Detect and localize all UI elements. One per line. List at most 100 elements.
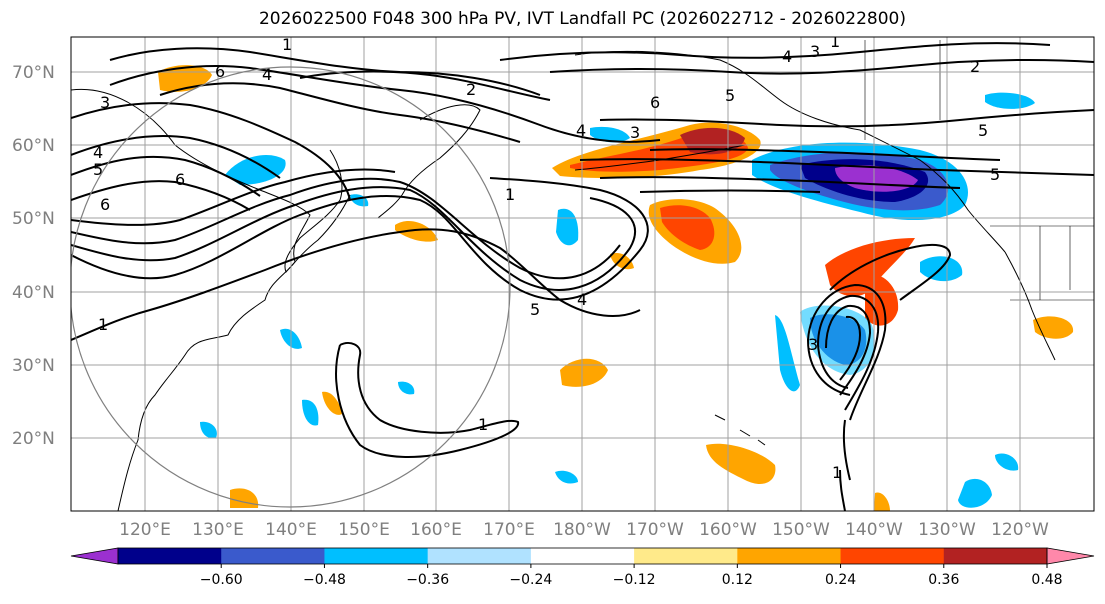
contour-label: 1 bbox=[98, 315, 108, 334]
contour-label: 5 bbox=[990, 165, 1000, 184]
lon-label: 120°W bbox=[991, 520, 1049, 540]
lon-label: 120°E bbox=[119, 520, 171, 540]
contour-label: 4 bbox=[782, 47, 792, 66]
colorbar-segment bbox=[118, 548, 222, 564]
colorbar-ticks: −0.60 −0.48 −0.36 −0.24 −0.12 0.12 0.24 0.36 0.4… bbox=[200, 564, 1063, 588]
contour-label: 6 bbox=[650, 93, 660, 112]
colorbar-tick-label: 0.36 bbox=[928, 572, 959, 588]
lat-label-50n: 50°N bbox=[12, 209, 55, 229]
asia-coast bbox=[71, 88, 311, 511]
lon-label: 130°E bbox=[192, 520, 244, 540]
kuril-islands bbox=[377, 194, 403, 219]
contour-label: 2 bbox=[466, 80, 476, 99]
contour-label: 3 bbox=[808, 335, 818, 354]
colorbar-tick-label: 0.48 bbox=[1031, 572, 1062, 588]
contour-label: 5 bbox=[978, 121, 988, 140]
lat-label-60n: 60°N bbox=[12, 136, 55, 156]
contour-label: 4 bbox=[93, 143, 103, 162]
contour-label: 6 bbox=[215, 62, 225, 81]
anomaly-neg-small-8 bbox=[958, 478, 992, 508]
anomaly-pos-far-east bbox=[1033, 316, 1074, 339]
map-area: 1 2 3 4 5 6 6 4 3 2 1 5 4 5 6 4 3 1 5 4 … bbox=[71, 32, 1094, 511]
colorbar-segment bbox=[427, 548, 532, 564]
contour-label: 5 bbox=[530, 300, 540, 319]
anomaly-neg-west bbox=[225, 155, 286, 185]
colorbar-segment bbox=[737, 548, 842, 564]
anomaly-neg-small-11 bbox=[398, 381, 415, 395]
state-lines bbox=[1010, 226, 1094, 301]
latitude-labels: 70°N 60°N 50°N 40°N 30°N 20°N bbox=[12, 63, 55, 449]
colorbar-extend-right bbox=[1046, 547, 1095, 565]
contour-label: 1 bbox=[830, 32, 840, 51]
contour-label: 1 bbox=[505, 185, 515, 204]
anomaly-neg-small-7 bbox=[995, 453, 1019, 471]
contour-label: 1 bbox=[832, 463, 842, 482]
colorbar-tick-label: 0.12 bbox=[722, 572, 753, 588]
anomaly-pos-small-1 bbox=[395, 220, 438, 242]
map-title: 2026022500 F048 300 hPa PV, IVT Landfall… bbox=[258, 9, 906, 29]
lat-label-20n: 20°N bbox=[12, 429, 55, 449]
colorbar-tick-label: −0.60 bbox=[200, 572, 243, 588]
colorbar: −0.60 −0.48 −0.36 −0.24 −0.12 0.12 0.24 0.36 0.4… bbox=[70, 547, 1095, 588]
anomaly-neg-small-5 bbox=[302, 399, 319, 426]
lon-label: 150°W bbox=[772, 520, 830, 540]
anomaly-neg-small-3 bbox=[985, 92, 1035, 109]
anomaly-neg-small-1 bbox=[556, 208, 579, 246]
lon-label: 130°W bbox=[918, 520, 976, 540]
lon-label: 180°W bbox=[553, 520, 611, 540]
ivt-contours bbox=[71, 42, 1094, 511]
lat-label-70n: 70°N bbox=[12, 63, 55, 83]
colorbar-segment bbox=[530, 548, 635, 564]
kamchatka bbox=[401, 104, 481, 196]
contour-label: 4 bbox=[576, 121, 586, 140]
colorbar-tick-label: −0.36 bbox=[406, 572, 449, 588]
anomaly-pos-small-4 bbox=[230, 488, 259, 508]
anomaly-pos-south bbox=[706, 443, 776, 485]
anomaly-neg-small-2 bbox=[590, 126, 630, 143]
map-frame bbox=[70, 36, 1095, 512]
contour-label: 4 bbox=[577, 290, 587, 309]
colorbar-segment bbox=[324, 548, 429, 564]
anomaly-pos-central-core bbox=[660, 205, 715, 250]
anomaly-pos-mid bbox=[560, 358, 608, 387]
japan bbox=[284, 149, 351, 273]
gridlines bbox=[71, 37, 1094, 511]
lon-label: 170°W bbox=[626, 520, 684, 540]
contour-label: 6 bbox=[175, 170, 185, 189]
longitude-labels: 120°E 130°E 140°E 150°E 160°E 170°E 180°… bbox=[119, 520, 1049, 540]
colorbar-tick-label: −0.12 bbox=[613, 572, 656, 588]
contour-label: 6 bbox=[100, 195, 110, 214]
lon-label: 150°E bbox=[338, 520, 390, 540]
colorbar-segment bbox=[634, 548, 738, 564]
contour-labels: 1 2 3 4 5 6 6 4 3 2 1 5 4 5 6 4 3 1 5 4 … bbox=[93, 32, 1000, 482]
colorbar-segment bbox=[221, 548, 325, 564]
contour-label: 3 bbox=[100, 93, 110, 112]
lon-label: 140°E bbox=[265, 520, 317, 540]
canada-lines bbox=[864, 40, 941, 140]
anomaly-neg-low-ring bbox=[800, 305, 875, 375]
na-coast bbox=[1004, 251, 1056, 361]
colorbar-segments bbox=[118, 548, 1048, 564]
contour-label: 1 bbox=[282, 35, 292, 54]
lat-label-30n: 30°N bbox=[12, 356, 55, 376]
hawaii bbox=[714, 414, 766, 446]
anomaly-neg-small-6 bbox=[200, 421, 217, 439]
colorbar-tick-label: −0.24 bbox=[509, 572, 552, 588]
colorbar-extend-left bbox=[70, 547, 119, 565]
anomaly-pos-small-5 bbox=[874, 492, 890, 511]
lon-label: 160°E bbox=[410, 520, 462, 540]
contour-label: 3 bbox=[810, 42, 820, 61]
contour-label: 4 bbox=[262, 65, 272, 84]
colorbar-frame bbox=[117, 547, 1048, 565]
contour-label: 1 bbox=[478, 415, 488, 434]
colorbar-segment bbox=[943, 548, 1048, 564]
anomaly-neg-small-10 bbox=[555, 470, 578, 484]
lat-label-40n: 40°N bbox=[12, 283, 55, 303]
lon-label: 140°W bbox=[845, 520, 903, 540]
contour-label: 3 bbox=[630, 123, 640, 142]
anomaly-pos-small-2 bbox=[322, 391, 342, 415]
colorbar-segment bbox=[840, 548, 945, 564]
colorbar-tick-label: 0.24 bbox=[825, 572, 856, 588]
anomaly-neg-small-9 bbox=[775, 315, 800, 392]
